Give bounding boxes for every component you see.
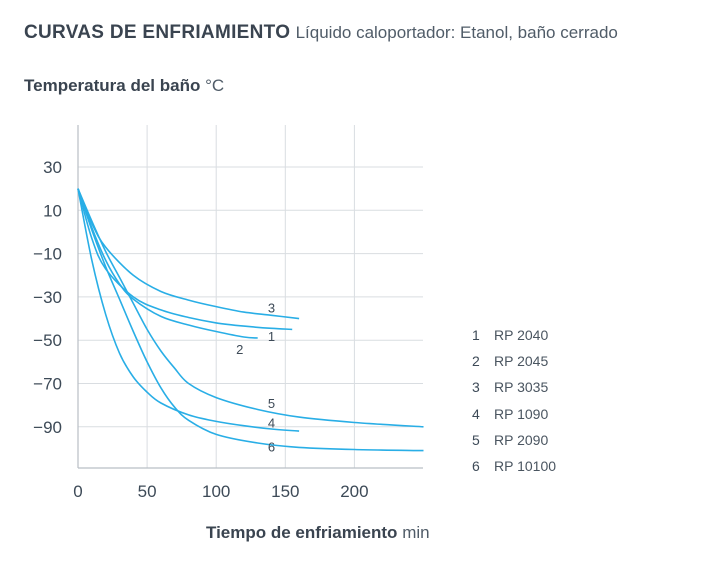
curve-label-5: 5 [268, 396, 275, 411]
y-tick-label: −50 [33, 331, 62, 350]
chart-title: CURVAS DE ENFRIAMIENTO [24, 22, 291, 43]
y-axis-label-text: Temperatura del baño [24, 76, 201, 95]
legend-item: 4 RP 1090 [472, 401, 556, 427]
legend-label: RP 2090 [494, 431, 549, 448]
legend-item: 1 RP 2040 [472, 322, 556, 348]
legend-item: 5 RP 2090 [472, 427, 556, 453]
x-axis-label: Tiempo de enfriamiento min [206, 523, 430, 543]
curve-label-3: 3 [268, 301, 275, 316]
x-tick-label: 150 [271, 482, 299, 501]
chart-title-row: CURVAS DE ENFRIAMIENTO Líquido caloporta… [24, 22, 618, 44]
x-tick-label: 100 [202, 482, 230, 501]
legend-number: 4 [472, 405, 480, 422]
curve-label-1: 1 [268, 329, 275, 344]
x-tick-label: 0 [73, 482, 82, 501]
legend-number: 6 [472, 458, 480, 475]
legend-number: 3 [472, 379, 480, 396]
legend-item: 3 RP 3035 [472, 374, 556, 400]
series-line-6 [77, 188, 424, 452]
legend-label: RP 2045 [494, 353, 549, 370]
series-line-1 [77, 188, 293, 331]
legend-item: 6 RP 10100 [472, 453, 556, 479]
legend-label: RP 10100 [494, 458, 557, 475]
x-tick-label: 50 [138, 482, 157, 501]
y-axis-label: Temperatura del baño °C [24, 76, 224, 96]
y-tick-label: 10 [43, 201, 62, 220]
curve-label-4: 4 [268, 415, 275, 430]
legend: 1 RP 2040 2 RP 2045 3 RP 3035 4 RP 1090 … [472, 322, 556, 479]
legend-label: RP 1090 [494, 405, 549, 422]
y-axis-label-unit: °C [205, 76, 225, 95]
legend-number: 5 [472, 431, 480, 448]
series-line-4 [77, 188, 300, 432]
series-line-2 [77, 188, 258, 339]
x-axis-label-text: Tiempo de enfriamiento [206, 523, 398, 542]
legend-number: 1 [472, 327, 480, 344]
series-line-5 [77, 188, 424, 428]
legend-label: RP 3035 [494, 379, 549, 396]
x-tick-label: 200 [340, 482, 368, 501]
grid [78, 125, 423, 468]
legend-item: 2 RP 2045 [472, 348, 556, 374]
legend-number: 2 [472, 353, 480, 370]
y-tick-label: −90 [33, 418, 62, 437]
y-tick-label: 30 [43, 158, 62, 177]
curve-labels: 3 1 2 5 4 6 [236, 301, 275, 455]
x-axis-label-unit: min [402, 523, 430, 542]
curve-label-6: 6 [268, 439, 275, 454]
y-tick-label: −10 [33, 245, 62, 264]
legend-label: RP 2040 [494, 327, 549, 344]
series-lines [77, 188, 424, 452]
chart-subtitle: Líquido caloportador: Etanol, baño cerra… [295, 23, 618, 42]
axes [77, 125, 423, 469]
y-tick-label: −70 [33, 375, 62, 394]
curve-label-2: 2 [236, 342, 243, 357]
y-tick-label: −30 [33, 288, 62, 307]
tick-labels: 0 50 100 150 200 30 10 −10 −30 −50 −70 −90 [33, 158, 368, 501]
